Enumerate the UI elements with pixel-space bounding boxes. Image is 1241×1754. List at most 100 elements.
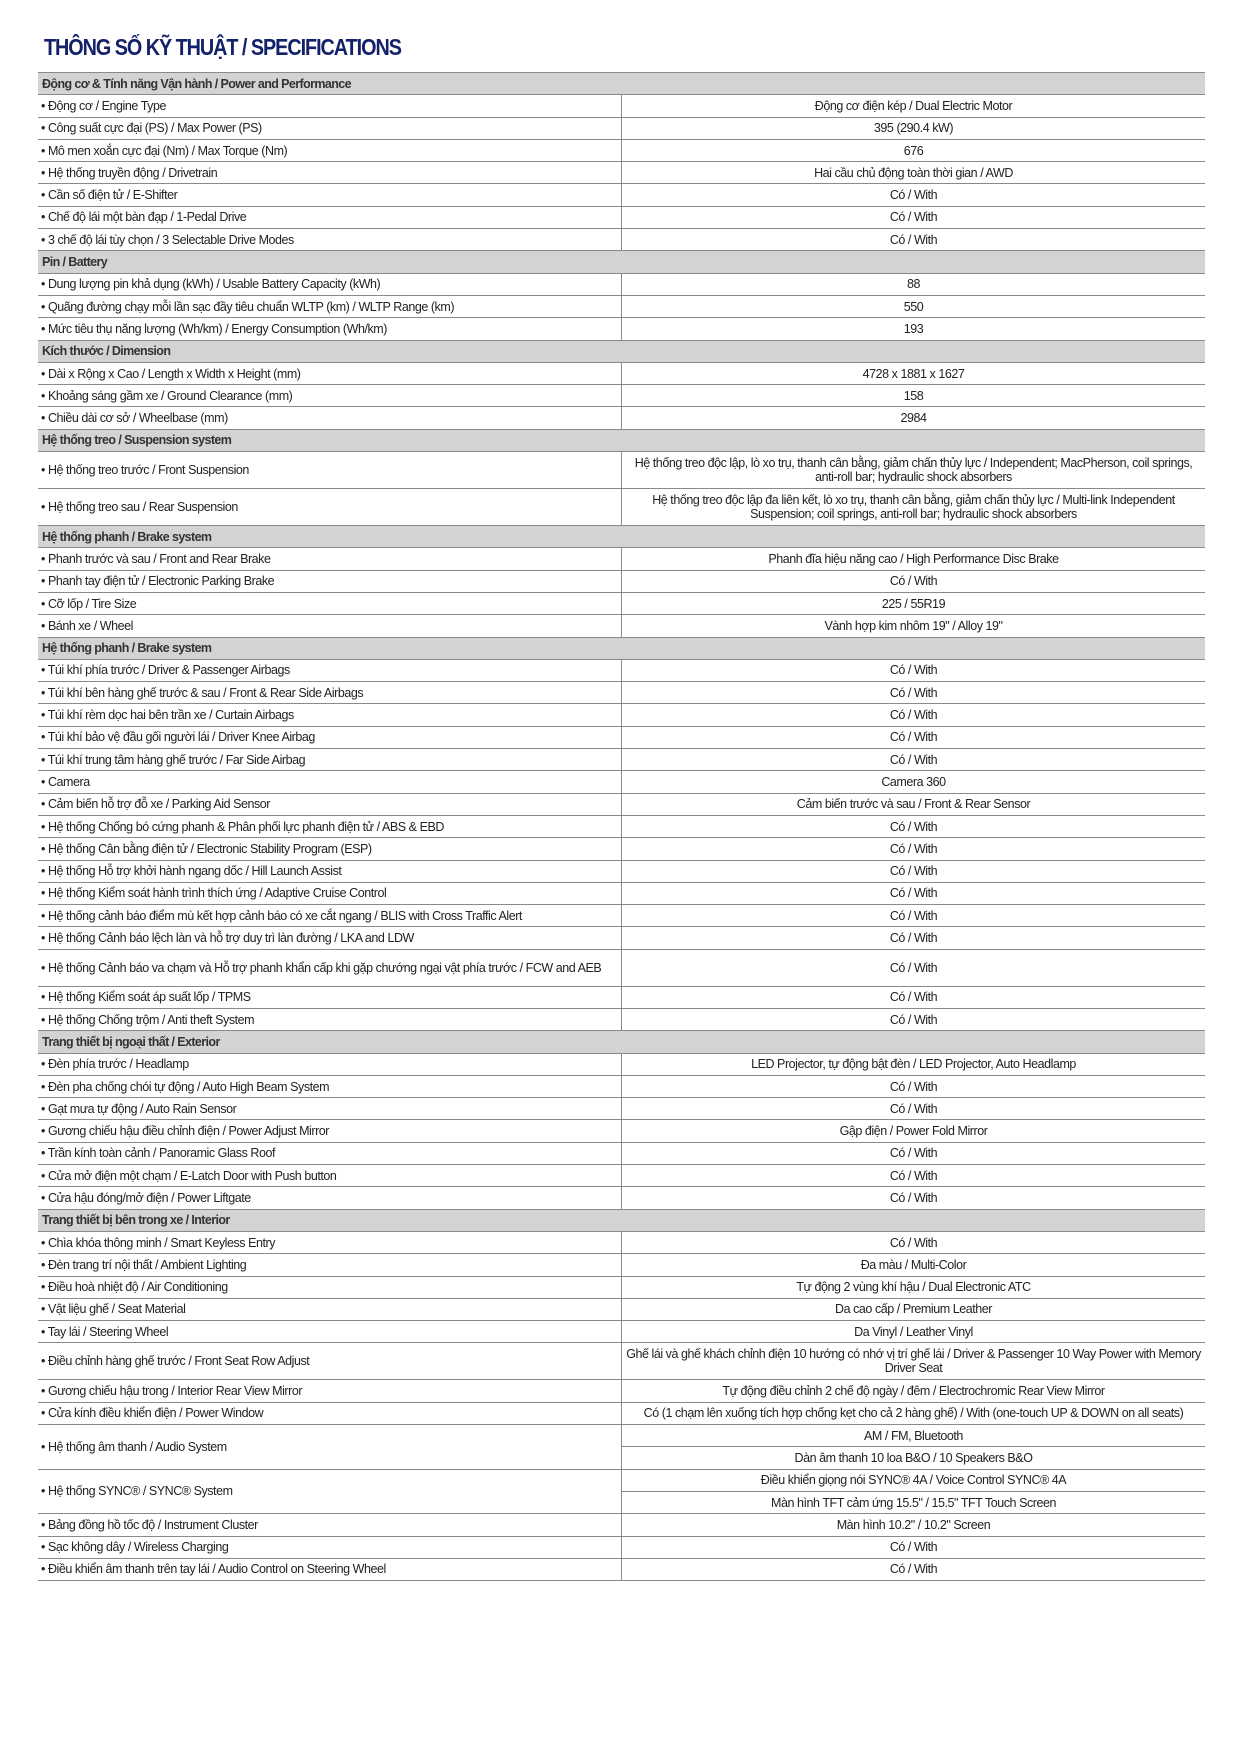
spec-value: Có (1 chạm lên xuống tích hợp chống kẹt … (621, 1402, 1205, 1426)
spec-value: 225 / 55R19 (621, 592, 1205, 616)
table-row: • Điều hoà nhiệt độ / Air Conditioning Tự… (38, 1276, 1205, 1299)
spec-label: • Mô men xoắn cực đại (Nm) / Max Torque … (38, 139, 622, 163)
spec-value: Có / With (621, 986, 1205, 1009)
table-row: • Phanh tay điện tử / Electronic Parking… (38, 570, 1205, 593)
spec-label: • Đèn phía trước / Headlamp (38, 1053, 622, 1076)
spec-value: Màn hình 10.2" / 10.2" Screen (621, 1513, 1205, 1537)
spec-label: • Gương chiếu hậu trong / Interior Rear … (38, 1379, 622, 1403)
spec-value: Có / With (621, 1164, 1205, 1188)
spec-label: • Cảm biến hỗ trợ đỗ xe / Parking Aid Se… (38, 793, 622, 816)
spec-value: 4728 x 1881 x 1627 (621, 362, 1205, 386)
table-row: • Mô men xoắn cực đại (Nm) / Max Torque … (38, 139, 1205, 163)
spec-label: • Cỡ lốp / Tire Size (38, 592, 622, 616)
spec-value: Có / With (621, 748, 1205, 772)
table-row: Dàn âm thanh 10 loa B&O / 10 Speakers B&… (38, 1446, 1205, 1470)
table-row: • Phanh trước và sau / Front and Rear Br… (38, 547, 1205, 571)
table-row: • Hệ thống treo trước / Front Suspension… (38, 451, 1205, 490)
spec-label: • Hệ thống cảnh báo điểm mù kết hợp cảnh… (38, 904, 622, 928)
table-row: • Cỡ lốp / Tire Size 225 / 55R19 (38, 592, 1205, 616)
table-row: • Cửa mở điện một chạm / E-Latch Door wi… (38, 1164, 1205, 1188)
spec-label: • Hệ thống Chống bó cứng phanh & Phân ph… (38, 815, 622, 839)
table-row: • Túi khí phía trước / Driver & Passenge… (38, 659, 1205, 683)
spec-label: • Bảng đồng hồ tốc độ / Instrument Clust… (38, 1513, 622, 1537)
spec-label: • Chìa khóa thông minh / Smart Keyless E… (38, 1231, 622, 1255)
table-row: • Bảng đồng hồ tốc độ / Instrument Clust… (38, 1513, 1205, 1537)
table-row: • Chế độ lái một bàn đạp / 1-Pedal Drive… (38, 206, 1205, 230)
table-row: • Túi khí bên hàng ghế trước & sau / Fro… (38, 681, 1205, 705)
spec-value: Có / With (621, 815, 1205, 839)
spec-value: Điều khiển giọng nói SYNC® 4A / Voice Co… (621, 1469, 1205, 1492)
table-row: • Gương chiếu hậu điều chỉnh điện / Powe… (38, 1119, 1205, 1143)
spec-label: • Hệ thống Hỗ trợ khởi hành ngang dốc / … (38, 860, 622, 883)
spec-value: Có / With (621, 681, 1205, 705)
spec-value: Ghế lái và ghế khách chỉnh điện 10 hướng… (621, 1342, 1205, 1381)
spec-label: • Túi khí rèm dọc hai bên trần xe / Curt… (38, 703, 622, 727)
section-header: Kích thước / Dimension (38, 339, 1205, 363)
spec-label: • Tay lái / Steering Wheel (38, 1320, 622, 1344)
table-row: • Hệ thống treo sau / Rear Suspension Hệ … (38, 488, 1205, 527)
spec-value: Gập điện / Power Fold Mirror (621, 1119, 1205, 1143)
section-title: Pin / Battery (38, 250, 1205, 274)
spec-value: Có / With (621, 703, 1205, 727)
table-row: • Dài x Rộng x Cao / Length x Width x He… (38, 362, 1205, 386)
spec-value: 395 (290.4 kW) (621, 117, 1205, 140)
spec-value: 193 (621, 317, 1205, 341)
spec-value: Có / With (621, 926, 1205, 950)
table-row: • Cần số điện tử / E-Shifter Có / With (38, 183, 1205, 207)
spec-label: • Công suất cực đại (PS) / Max Power (PS… (38, 117, 622, 140)
spec-label: • Cửa hậu đóng/mở điện / Power Liftgate (38, 1186, 622, 1210)
table-row: • Sạc không dây / Wireless Charging Có / … (38, 1536, 1205, 1559)
table-row: • Cửa hậu đóng/mở điện / Power Liftgate C… (38, 1186, 1205, 1210)
spec-label: • Túi khí phía trước / Driver & Passenge… (38, 659, 622, 683)
section-header: Trang thiết bị ngoại thất / Exterior (38, 1030, 1205, 1054)
spec-label: • Gương chiếu hậu điều chỉnh điện / Powe… (38, 1119, 622, 1143)
spec-label: • Gạt mưa tự động / Auto Rain Sensor (38, 1097, 622, 1121)
table-row: • Mức tiêu thụ năng lượng (Wh/km) / Ener… (38, 317, 1205, 341)
spec-label: • 3 chế độ lái tùy chọn / 3 Selectable D… (38, 228, 622, 252)
table-row: • Quãng đường chạy mỗi lần sạc đầy tiêu … (38, 295, 1205, 319)
table-row: • Hệ thống Chống bó cứng phanh & Phân ph… (38, 815, 1205, 839)
spec-label: • Camera (38, 770, 622, 794)
table-row: • Khoảng sáng gầm xe / Ground Clearance … (38, 384, 1205, 408)
spec-label: • Đèn pha chống chói tự động / Auto High… (38, 1075, 622, 1099)
spec-value: 88 (621, 273, 1205, 296)
spec-value: Camera 360 (621, 770, 1205, 794)
table-row: • Túi khí bảo vệ đầu gối người lái / Dri… (38, 726, 1205, 750)
spec-value: Có / With (621, 882, 1205, 906)
spec-value: Có / With (621, 726, 1205, 750)
spec-value: Có / With (621, 1097, 1205, 1121)
spec-value: Có / With (621, 1075, 1205, 1099)
spec-value: Có / With (621, 837, 1205, 861)
spec-value: Hai cầu chủ động toàn thời gian / AWD (621, 161, 1205, 185)
table-row: • Công suất cực đại (PS) / Max Power (PS… (38, 117, 1205, 140)
spec-label: • Mức tiêu thụ năng lượng (Wh/km) / Ener… (38, 317, 622, 341)
spec-value: Có / With (621, 1231, 1205, 1255)
spec-value: Tự động 2 vùng khí hậu / Dual Electronic… (621, 1276, 1205, 1299)
spec-value: Da cao cấp / Premium Leather (621, 1298, 1205, 1322)
table-row: • Túi khí rèm dọc hai bên trần xe / Curt… (38, 703, 1205, 727)
spec-value: Có / With (621, 860, 1205, 883)
table-row: • Túi khí trung tâm hàng ghế trước / Far… (38, 748, 1205, 772)
spec-value: Có / With (621, 1008, 1205, 1032)
section-title: Hệ thống phanh / Brake system (38, 525, 1205, 549)
spec-value: Có / With (621, 1142, 1205, 1166)
spec-label: • Cửa kính điều khiển điện / Power Windo… (38, 1402, 622, 1426)
table-row: • Hệ thống Kiểm soát áp suất lốp / TPMS C… (38, 986, 1205, 1009)
table-row: • Cảm biến hỗ trợ đỗ xe / Parking Aid Se… (38, 793, 1205, 816)
spec-label: • Chiều dài cơ sở / Wheelbase (mm) (38, 406, 622, 430)
spec-label: • Đèn trang trí nội thất / Ambient Light… (38, 1253, 622, 1277)
table-row: • Động cơ / Engine Type Động cơ điện kép … (38, 94, 1205, 118)
section-title: Trang thiết bị bên trong xe / Interior (38, 1208, 1205, 1232)
section-title: Động cơ & Tính năng Vận hành / Power and… (38, 71, 1205, 96)
table-row: • Hệ thống Kiểm soát hành trình thích ứn… (38, 882, 1205, 906)
table-row: • Trần kính toàn cảnh / Panoramic Glass … (38, 1142, 1205, 1166)
spec-label: • Trần kính toàn cảnh / Panoramic Glass … (38, 1142, 622, 1166)
table-row: • Camera Camera 360 (38, 770, 1205, 794)
section-header: Hệ thống phanh / Brake system (38, 636, 1205, 660)
table-row: • Bánh xe / Wheel Vành hợp kim nhôm 19" /… (38, 614, 1205, 638)
spec-label: • Hệ thống Kiểm soát áp suất lốp / TPMS (38, 986, 622, 1009)
spec-label: • Hệ thống treo trước / Front Suspension (38, 451, 622, 490)
spec-label: • Điều chỉnh hàng ghế trước / Front Seat… (38, 1342, 622, 1381)
spec-value: LED Projector, tự động bật đèn / LED Pro… (621, 1053, 1205, 1076)
spec-value: Động cơ điện kép / Dual Electric Motor (621, 94, 1205, 118)
